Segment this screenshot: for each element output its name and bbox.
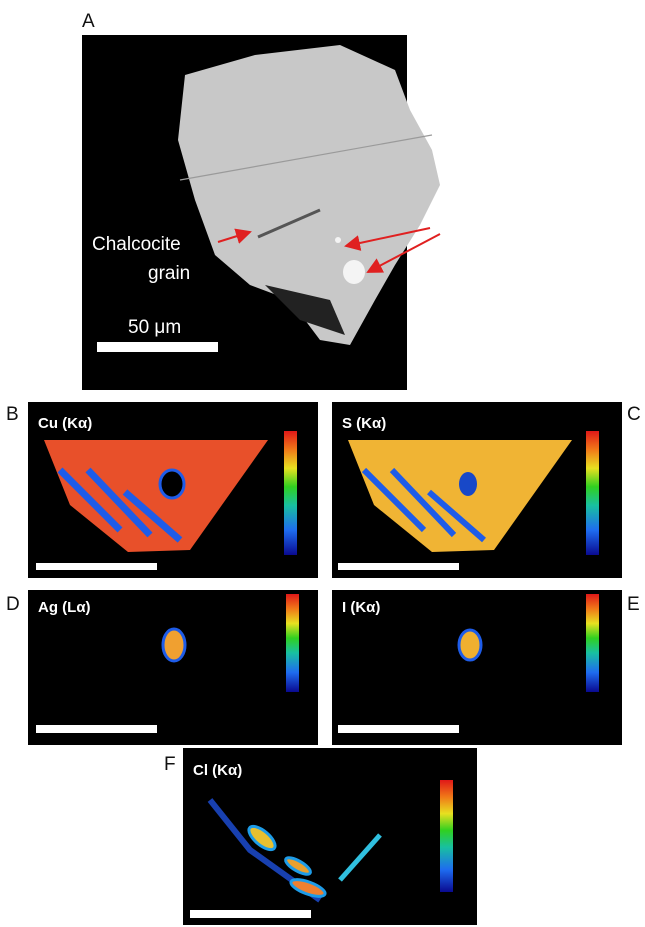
page: A Chalcocite grain Iodargyrite inclusion… (0, 0, 645, 927)
scale-bar (36, 563, 157, 570)
map-label: Cu (Kα) (38, 415, 92, 432)
inclusion (335, 237, 341, 243)
map-label: I (Kα) (342, 599, 380, 616)
panel-label: A (82, 11, 95, 32)
colorbar (586, 431, 599, 555)
annotation: inclusions (443, 234, 526, 255)
map-feature (163, 629, 185, 661)
map-feature (459, 472, 477, 496)
colorbar (284, 431, 297, 555)
scale-bar (338, 563, 459, 570)
map-label: Cl (Kα) (193, 762, 242, 779)
scale-label: 50 μm (128, 317, 181, 338)
scale-bar (338, 725, 459, 733)
figure: A Chalcocite grain Iodargyrite inclusion… (0, 0, 645, 927)
map-feature (160, 470, 184, 498)
map-feature (459, 630, 481, 660)
scale-bar (190, 910, 311, 918)
panel-label: F (164, 754, 176, 775)
scale-bar (36, 725, 157, 733)
annotation: grain (148, 263, 190, 284)
colorbar (440, 780, 453, 892)
map-label: S (Kα) (342, 415, 386, 432)
annotation: Iodargyrite (432, 206, 522, 227)
panel-label: B (6, 404, 19, 425)
colorbar (286, 594, 299, 692)
panel-label: E (627, 594, 640, 615)
panel-label: C (627, 404, 641, 425)
inclusion (343, 260, 365, 284)
scale-bar (97, 342, 218, 352)
map-label: Ag (Lα) (38, 599, 91, 616)
colorbar (586, 594, 599, 692)
annotation: Chalcocite (92, 234, 181, 255)
panel-label: D (6, 594, 20, 615)
